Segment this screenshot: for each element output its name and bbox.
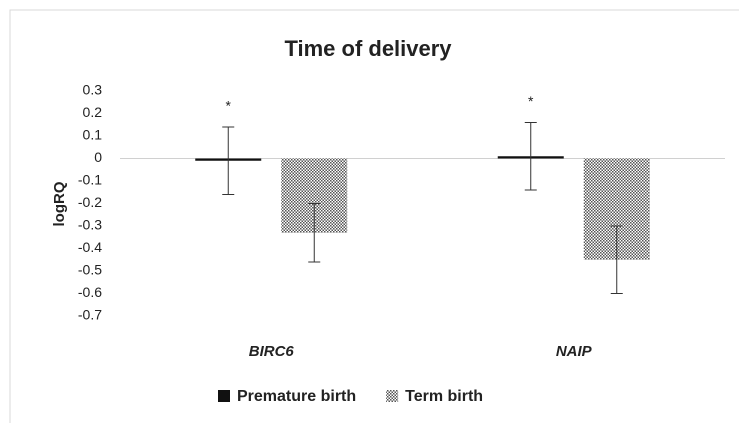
- error-bar: [610, 225, 623, 294]
- legend-label: Premature birth: [237, 388, 356, 405]
- annotation: *: [528, 93, 534, 109]
- annotation: *: [226, 98, 232, 114]
- y-tick-label: -0.1: [78, 172, 102, 188]
- y-tick-label: -0.5: [78, 262, 102, 278]
- chart-border: [9, 9, 739, 423]
- y-tick-label: 0: [94, 149, 102, 165]
- error-bar: [222, 126, 235, 195]
- legend-swatch: [386, 390, 399, 402]
- chart-title: Time of delivery: [284, 36, 452, 61]
- y-tick-label: 0.2: [83, 104, 103, 120]
- y-tick-label: -0.4: [78, 239, 102, 255]
- x-tick-label: BIRC6: [249, 343, 295, 360]
- error-bar: [308, 203, 321, 263]
- x-tick-label: NAIP: [556, 343, 593, 360]
- y-tick-label: -0.6: [78, 284, 102, 300]
- legend-swatch: [218, 390, 230, 402]
- y-axis-label: logRQ: [51, 181, 68, 226]
- y-tick-label: 0.1: [83, 127, 103, 143]
- y-tick-label: 0.3: [83, 82, 103, 98]
- y-tick-label: -0.3: [78, 217, 102, 233]
- y-tick-label: -0.2: [78, 194, 102, 210]
- error-bar: [524, 122, 537, 191]
- y-tick-label: -0.7: [78, 307, 102, 323]
- legend-label: Term birth: [405, 388, 483, 405]
